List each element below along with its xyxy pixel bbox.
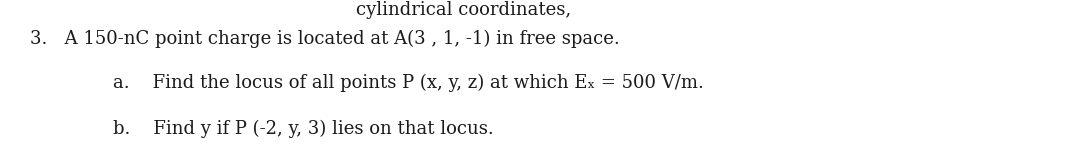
- Text: a.    Find the locus of all points P (x, y, z) at which Eₓ = 500 V/m.: a. Find the locus of all points P (x, y,…: [113, 73, 705, 92]
- Text: 3.   A 150-nC point charge is located at A(3 , 1, -1) in free space.: 3. A 150-nC point charge is located at A…: [30, 30, 620, 48]
- Text: cylindrical coordinates,: cylindrical coordinates,: [356, 1, 571, 19]
- Text: b.    Find y if P (-2, y, 3) lies on that locus.: b. Find y if P (-2, y, 3) lies on that l…: [113, 120, 494, 138]
